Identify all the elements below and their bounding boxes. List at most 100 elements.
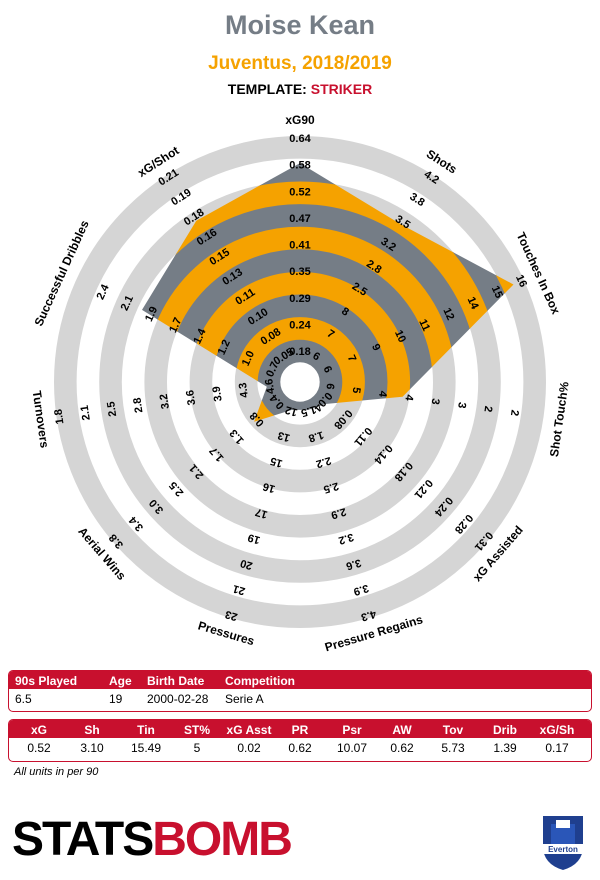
tick-label: 7 <box>325 328 337 341</box>
stats-value-tov: 5.73 <box>441 741 465 755</box>
tick-label: 15 <box>489 284 505 300</box>
tick-label: 4 <box>376 390 389 399</box>
tick-label: 20 <box>239 557 254 572</box>
tick-label: 10 <box>392 328 408 344</box>
tick-label: 3.9 <box>352 582 370 598</box>
tick-label: 6 <box>321 364 334 375</box>
stats-header-sh: Sh <box>84 723 100 737</box>
tick-label: 12 <box>440 306 456 322</box>
stats-value-aw: 0.62 <box>390 741 414 755</box>
stats-header-psr: Psr <box>342 723 362 737</box>
tick-label: 0.41 <box>289 240 310 252</box>
template-label: TEMPLATE: <box>227 81 307 97</box>
tick-label: 2.2 <box>315 454 333 470</box>
tick-label: 1.8 <box>52 408 66 425</box>
tick-label: 1.9 <box>143 305 160 324</box>
axis-label: Turnovers <box>30 390 52 450</box>
stats-value-drib: 1.39 <box>493 741 517 755</box>
tick-label: 14 <box>465 295 481 312</box>
info-value-age: 19 <box>109 692 123 706</box>
tick-label: 0.24 <box>289 319 311 331</box>
info-header-competition: Competition <box>225 674 295 688</box>
tick-label: 2.1 <box>119 294 136 313</box>
info-header-birth-date: Birth Date <box>147 674 205 688</box>
tick-label: 2 <box>508 409 521 417</box>
tick-label: 0.29 <box>289 293 310 305</box>
tick-label: 1.7 <box>167 316 184 335</box>
tick-label: 3.9 <box>211 385 225 402</box>
stats-table-header: xG Sh Tin ST% xG Asst PR Psr AW Tov Drib… <box>9 720 591 738</box>
tick-label: 4.6 <box>263 378 277 395</box>
tick-label: 19 <box>246 531 261 546</box>
stats-value-tin: 15.49 <box>130 741 162 755</box>
tick-label: 0.52 <box>289 186 310 198</box>
tick-label: 1.2 <box>216 338 233 357</box>
tick-label: 5 <box>350 386 363 394</box>
tick-label: 8 <box>339 305 351 318</box>
team-season: Juventus, 2018/2019 <box>208 53 392 74</box>
stats-value-sh: 3.10 <box>80 741 104 755</box>
tick-label: 4 <box>402 394 415 403</box>
tick-label: 1.0 <box>240 349 257 368</box>
tick-label: 7 <box>345 353 358 364</box>
logo-part-bomb: BOMB <box>152 813 293 866</box>
tick-label: 2.9 <box>330 505 348 521</box>
tick-label: 3.6 <box>184 389 198 406</box>
info-header-90s: 90s Played <box>15 674 78 688</box>
info-value-birth-date: 2000-02-28 <box>147 692 209 706</box>
stats-table: xG Sh Tin ST% xG Asst PR Psr AW Tov Drib… <box>8 719 592 762</box>
tick-label: 9 <box>369 342 382 353</box>
tick-label: 1.8 <box>307 428 325 444</box>
axis-label: Shot Touch% <box>547 380 572 457</box>
stats-header-drib: Drib <box>493 723 517 737</box>
stats-value-xg: 0.52 <box>27 741 51 755</box>
axis-label: xG90 <box>285 113 315 127</box>
tick-label: 4.3 <box>360 607 378 623</box>
stats-header-aw: AW <box>392 723 412 737</box>
info-table-header: 90s Played Age Birth Date Competition <box>9 671 591 689</box>
player-name: Moise Kean <box>224 10 376 40</box>
tick-label: 23 <box>224 608 239 623</box>
axis-label: Pressures <box>196 618 256 648</box>
stats-value-xg-asst: 0.02 <box>237 741 261 755</box>
tick-label: 0.7 <box>264 360 281 379</box>
tick-label: 21 <box>231 582 246 597</box>
logo-part-stats: STATS <box>12 813 154 866</box>
stats-header-xg-asst: xG Asst <box>226 723 272 737</box>
tick-label: 0.35 <box>289 266 310 278</box>
info-value-competition: Serie A <box>225 692 264 706</box>
everton-crest-icon: Everton <box>541 816 585 870</box>
stats-header-pr: PR <box>291 723 309 737</box>
tick-label: 12 <box>284 403 299 418</box>
stats-header-tov: Tov <box>442 723 464 737</box>
radar-tick-labels: 0.180.240.290.350.410.470.520.580.646782… <box>52 133 529 623</box>
radar-chart: 0.180.240.290.350.410.470.520.580.646782… <box>30 113 572 654</box>
tick-label: 2 <box>481 405 494 413</box>
stats-header-st-pct: ST% <box>183 723 210 737</box>
tick-label: 2.5 <box>105 401 119 418</box>
stats-value-psr: 10.07 <box>336 741 368 755</box>
tick-label: 4.3 <box>237 382 251 399</box>
units-note: All units in per 90 <box>14 766 99 778</box>
tick-label: 3 <box>455 401 468 409</box>
tick-label: 3 <box>429 398 442 406</box>
tick-label: 6 <box>310 350 322 363</box>
tick-label: 3.2 <box>337 531 355 547</box>
tick-label: 0.58 <box>289 160 310 172</box>
tick-label: 0.64 <box>289 133 311 145</box>
tick-label: 15 <box>269 454 284 469</box>
crest-label: Everton <box>548 845 578 854</box>
tick-label: 0.18 <box>289 346 310 358</box>
info-table: 90s Played Age Birth Date Competition 6.… <box>8 670 592 712</box>
tick-label: 2.1 <box>79 404 93 421</box>
stats-header-xg-sh: xG/Sh <box>539 723 575 737</box>
tick-label: 1.5 <box>300 403 318 419</box>
tick-label: 11 <box>416 317 432 333</box>
stats-value-st-pct: 5 <box>193 741 201 755</box>
statsbomb-logo: STATSBOMB <box>12 813 293 866</box>
stats-value-pr: 0.62 <box>288 741 312 755</box>
tick-label: 13 <box>276 429 291 444</box>
tick-label: 17 <box>254 506 269 521</box>
tick-label: 2.5 <box>322 479 340 495</box>
tick-label: 2.8 <box>131 397 145 414</box>
